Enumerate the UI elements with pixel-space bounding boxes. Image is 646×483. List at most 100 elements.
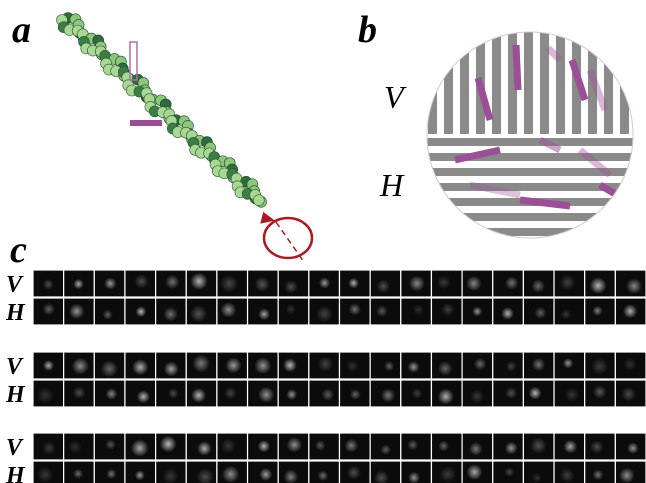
spot: [438, 361, 453, 376]
rotation-arrow: [262, 214, 312, 262]
spot: [626, 278, 642, 294]
stripe: [524, 30, 533, 134]
spot: [623, 304, 637, 318]
spot: [322, 388, 335, 401]
spot: [380, 444, 391, 455]
spot: [197, 441, 212, 456]
spot: [505, 442, 518, 455]
spot: [192, 355, 210, 373]
spot: [165, 275, 179, 289]
spot: [593, 385, 607, 399]
spot: [438, 441, 449, 452]
spot: [627, 442, 639, 454]
spot: [258, 308, 270, 320]
spot: [348, 278, 359, 289]
spot: [136, 306, 147, 317]
spot: [437, 276, 451, 290]
spot: [560, 468, 575, 483]
spot: [531, 279, 545, 293]
spot: [286, 389, 297, 400]
figure: a b c V H VHVHVH: [0, 0, 646, 483]
spot: [623, 358, 636, 371]
spot: [132, 359, 148, 375]
spot: [221, 302, 237, 318]
horizontal-rod: [130, 120, 162, 126]
row-label: V: [6, 435, 24, 461]
spot: [593, 469, 604, 480]
bead: [253, 195, 264, 206]
spot: [191, 388, 206, 403]
row-label: H: [5, 463, 26, 483]
spot: [474, 358, 487, 371]
spot: [316, 306, 333, 323]
stripe: [420, 228, 640, 236]
spot: [409, 275, 425, 291]
panel-label: c: [10, 229, 27, 271]
spot: [222, 466, 239, 483]
spot: [532, 473, 542, 483]
spot: [621, 387, 636, 402]
spot: [224, 387, 237, 400]
spot: [384, 361, 394, 371]
spot: [565, 388, 579, 402]
stripe: [428, 30, 437, 134]
spot: [344, 439, 358, 453]
spot: [258, 387, 274, 403]
spot: [381, 388, 395, 402]
spot: [563, 440, 577, 454]
row-label: H: [5, 382, 26, 408]
spot: [469, 442, 483, 456]
spot: [168, 388, 179, 399]
spot: [349, 303, 361, 315]
spot: [106, 469, 116, 479]
spot: [255, 277, 270, 292]
spot: [101, 360, 118, 377]
spot: [441, 303, 454, 316]
row-label: H: [5, 300, 26, 326]
spot: [131, 439, 149, 457]
spot: [534, 307, 546, 319]
spot: [472, 306, 482, 316]
spot: [319, 277, 330, 288]
spot: [106, 388, 118, 400]
spot: [190, 273, 208, 291]
stripe: [556, 30, 565, 134]
spot: [43, 360, 54, 371]
stripe: [420, 213, 640, 221]
spot: [135, 274, 149, 288]
spot: [221, 438, 236, 453]
spot: [315, 440, 326, 451]
stripe: [420, 138, 640, 146]
spot: [72, 357, 89, 374]
spot: [37, 387, 54, 404]
rod: [516, 45, 518, 90]
stripe: [620, 30, 629, 134]
spot: [376, 305, 388, 317]
spot: [563, 358, 573, 368]
spot: [347, 465, 361, 479]
spot: [73, 386, 86, 399]
stripe: [492, 30, 501, 134]
spot: [220, 275, 238, 293]
spot: [529, 387, 542, 400]
spot: [287, 437, 302, 452]
spot: [286, 304, 297, 315]
row-label: V: [6, 354, 24, 380]
spot: [163, 307, 178, 322]
spot: [73, 469, 83, 479]
spot: [69, 304, 84, 319]
bead-chain: [57, 13, 267, 208]
spot: [619, 468, 635, 483]
spot: [506, 361, 517, 372]
row-label: V: [6, 272, 24, 298]
polarization-label: H: [379, 167, 405, 203]
spot: [104, 277, 116, 289]
spot: [467, 464, 483, 480]
spot: [103, 310, 113, 320]
panel-label: b: [358, 9, 377, 51]
spot: [408, 361, 420, 373]
spot: [164, 361, 179, 376]
spot: [190, 305, 207, 322]
spot: [413, 304, 424, 315]
spot: [137, 390, 150, 403]
